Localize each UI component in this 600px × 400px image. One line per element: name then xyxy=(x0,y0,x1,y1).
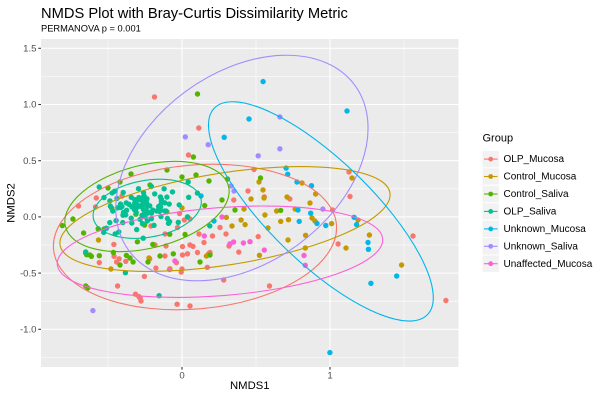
svg-text:-1.0: -1.0 xyxy=(20,325,37,336)
svg-text:1.5: 1.5 xyxy=(23,44,36,55)
svg-text:NMDS1: NMDS1 xyxy=(230,380,270,392)
svg-text:Unknown_Mucosa: Unknown_Mucosa xyxy=(504,224,587,235)
svg-text:Unknown_Saliva: Unknown_Saliva xyxy=(504,241,579,252)
svg-text:PERMANOVA p = 0.001: PERMANOVA p = 0.001 xyxy=(41,24,141,34)
svg-text:0.5: 0.5 xyxy=(23,156,36,167)
svg-text:Control_Saliva: Control_Saliva xyxy=(504,189,569,200)
svg-text:Control_Mucosa: Control_Mucosa xyxy=(504,172,577,183)
svg-text:0.0: 0.0 xyxy=(23,212,36,223)
svg-text:NMDS2: NMDS2 xyxy=(6,183,18,223)
svg-text:Group: Group xyxy=(483,133,514,145)
svg-text:1: 1 xyxy=(327,371,332,382)
svg-text:OLP_Saliva: OLP_Saliva xyxy=(504,207,557,218)
svg-text:OLP_Mucosa: OLP_Mucosa xyxy=(504,154,565,165)
svg-text:1.0: 1.0 xyxy=(23,100,36,111)
svg-text:Unaffected_Mucosa: Unaffected_Mucosa xyxy=(504,259,593,270)
svg-text:-0.5: -0.5 xyxy=(20,268,37,279)
svg-text:NMDS Plot with Bray-Curtis Dis: NMDS Plot with Bray-Curtis Dissimilarity… xyxy=(41,6,348,22)
svg-text:0: 0 xyxy=(179,371,184,382)
